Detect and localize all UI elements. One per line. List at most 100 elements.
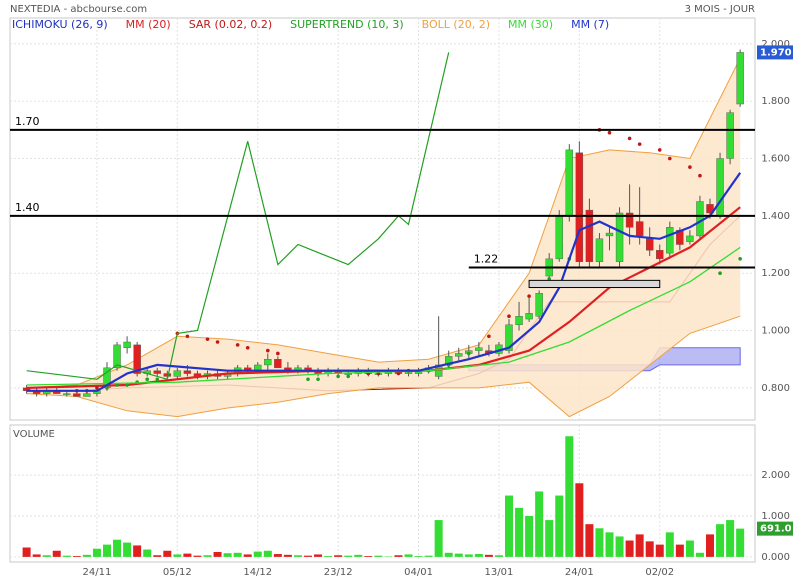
legend-entry: BOLL (20, 2) (422, 18, 490, 31)
y-tick-label: 1.000 (761, 326, 790, 337)
volume-bar (444, 552, 453, 557)
candle-body (515, 316, 523, 326)
back-layer (10, 18, 755, 562)
volume-bar (183, 553, 192, 557)
volume-bar (454, 553, 463, 557)
volume-bar (223, 553, 232, 557)
volume-bar (404, 554, 413, 557)
sar-dot (185, 334, 190, 339)
volume-bar (374, 555, 383, 557)
volume-bar (665, 532, 674, 557)
y-tick-label: 1.000 (761, 511, 790, 522)
level-label: 1.22 (474, 252, 499, 265)
sar-dot (235, 343, 240, 347)
candle-body (585, 209, 594, 262)
sar-dot (487, 334, 491, 339)
candle-body (696, 201, 704, 237)
indicator-line (26, 246, 741, 386)
y-tick-label: 1.800 (761, 96, 790, 107)
sar-dot (698, 173, 702, 178)
volume-bar (655, 544, 664, 557)
candle-body (63, 393, 71, 395)
candle-body (344, 373, 352, 375)
x-tick-label: 24/01 (565, 567, 594, 578)
volume-bar (213, 551, 222, 557)
volume-bar (203, 555, 212, 557)
volume-bar (22, 547, 31, 557)
volume-bar (706, 534, 714, 557)
volume-bar (474, 554, 483, 557)
volume-bar (716, 524, 725, 557)
candle-body (656, 250, 664, 260)
volume-bar (484, 554, 493, 557)
candle-body (133, 344, 141, 374)
volume-bar (62, 555, 71, 557)
indicator-line (26, 172, 742, 392)
volume-bar (424, 555, 433, 557)
volume-bar (394, 555, 403, 557)
sar-dot (266, 348, 270, 353)
bollinger-lower (26, 315, 741, 418)
volume-bar (515, 507, 524, 557)
candle-body (264, 359, 272, 366)
sar-dot (276, 351, 280, 356)
sar-dot (346, 374, 351, 379)
legend-entry: SUPERTREND (10, 3) (290, 18, 404, 31)
volume-bar (434, 520, 443, 557)
volume-bar (364, 556, 373, 557)
last-volume-label: 691.0 (760, 524, 792, 535)
sar-dot (688, 165, 692, 169)
indicator-line (26, 52, 450, 381)
candle-body (505, 324, 513, 351)
volume-bar (72, 556, 81, 557)
candle-body (123, 341, 131, 348)
candle-body (726, 112, 734, 159)
candle-body (595, 238, 604, 262)
x-tick-label: 05/12 (163, 567, 192, 578)
sar-dot (245, 345, 250, 350)
level-label: 1.70 (15, 115, 40, 128)
sar-dot (155, 377, 160, 382)
candle-body (455, 353, 463, 357)
last-price-tag (757, 45, 793, 60)
candle-body (73, 393, 81, 397)
candle-body (706, 204, 714, 214)
volume-bar (535, 491, 544, 557)
sar-dot (607, 130, 612, 135)
candle-body (605, 232, 614, 237)
candle-body (666, 227, 674, 254)
volume-bar (615, 536, 624, 557)
volume-bar (645, 541, 654, 557)
x-tick-label: 13/01 (485, 567, 514, 578)
candle-body (535, 293, 543, 317)
candle-body (173, 370, 182, 377)
x-tick-label: 23/12 (324, 567, 353, 578)
volume-bar (243, 554, 252, 557)
volume-bar (595, 528, 604, 557)
volume-bar (605, 532, 614, 557)
sar-dot (507, 314, 511, 319)
volume-bar (42, 555, 51, 557)
volume-bar (123, 542, 132, 557)
volume-bar (273, 554, 282, 557)
volume-bar (344, 555, 353, 557)
volume-bar (293, 555, 302, 557)
sar-dot (145, 377, 149, 382)
volume-bar (143, 549, 152, 557)
y-tick-label: 1.400 (761, 211, 790, 222)
sar-dot (467, 351, 471, 356)
sar-dot (215, 340, 220, 344)
bollinger-upper (26, 57, 741, 389)
volume-bar (555, 495, 564, 557)
candle-body (525, 313, 533, 320)
candle-body (274, 359, 282, 369)
volume-bar (625, 540, 634, 557)
volume-bar (575, 483, 584, 557)
volume-bar (736, 528, 745, 557)
volume-bar (464, 554, 473, 557)
sar-dot (125, 383, 129, 387)
candle-body (736, 52, 744, 105)
volume-bar (726, 520, 735, 557)
volume-bar (545, 520, 554, 557)
